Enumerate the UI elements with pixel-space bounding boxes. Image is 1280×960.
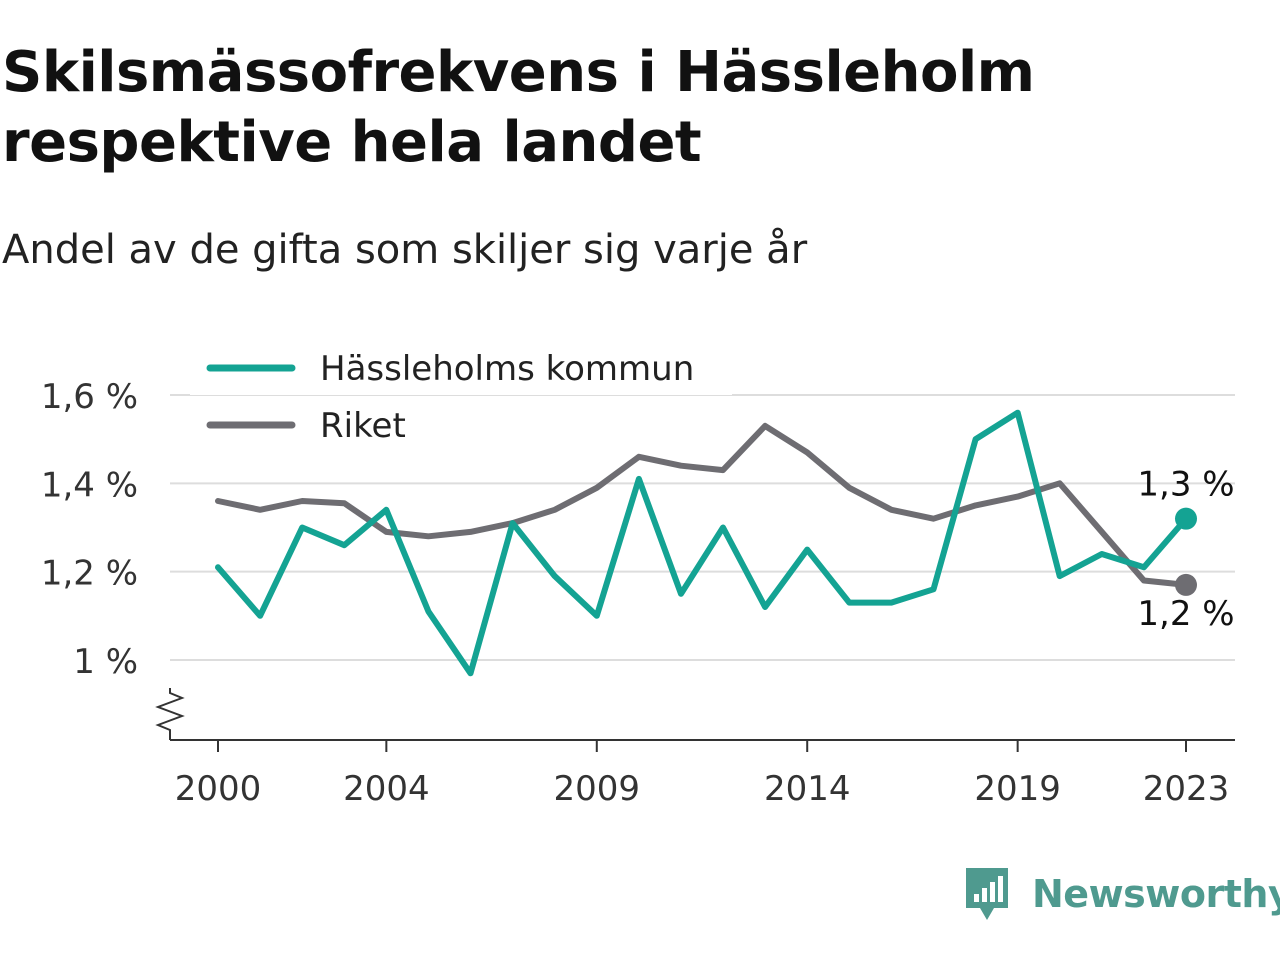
end-point-riket (1175, 573, 1197, 596)
y-tick-label: 1 % (73, 642, 138, 682)
legend-label-hassleholm: Hässleholms kommun (320, 349, 694, 389)
end-point-hassleholm (1175, 507, 1197, 530)
brand: Newsworthy (962, 864, 1280, 924)
x-tick-label: 2023 (1143, 769, 1230, 809)
series-line-hassleholm (215, 409, 1189, 677)
x-tick-label: 2019 (974, 769, 1061, 809)
y-tick-label: 1,2 % (41, 554, 138, 594)
x-tick-label: 2000 (175, 769, 262, 809)
chart-title: Skilsmässofrekvens i Hässleholm respekti… (2, 40, 1035, 175)
y-tick-label: 1,6 % (41, 377, 138, 417)
x-tick-label: 2004 (343, 769, 430, 809)
newsworthy-logo-icon (966, 868, 1008, 920)
series-layer (215, 409, 1189, 677)
legend: Hässleholms kommun Riket (190, 345, 732, 446)
x-tick-label: 2014 (764, 769, 851, 809)
chart-subtitle: Andel av de gifta som skiljer sig varje … (2, 227, 808, 273)
series-line-riket (215, 422, 1189, 588)
axis-layer: 1 % 1,2 % 1,4 % 1,6 % 2000 2004 2009 2014 2019 20… (41, 377, 1235, 809)
end-label-riket: 1,2 % (1137, 594, 1234, 634)
y-tick-label: 1,4 % (41, 465, 138, 505)
end-label-hassleholm: 1,3 % (1137, 465, 1234, 505)
y-axis-break-icon (155, 688, 185, 740)
label-layer: 1,3 % 1,2 % (1137, 465, 1234, 634)
brand-name: Newsworthy (1032, 872, 1280, 916)
x-tick-label: 2009 (554, 769, 641, 809)
legend-label-riket: Riket (320, 406, 406, 446)
